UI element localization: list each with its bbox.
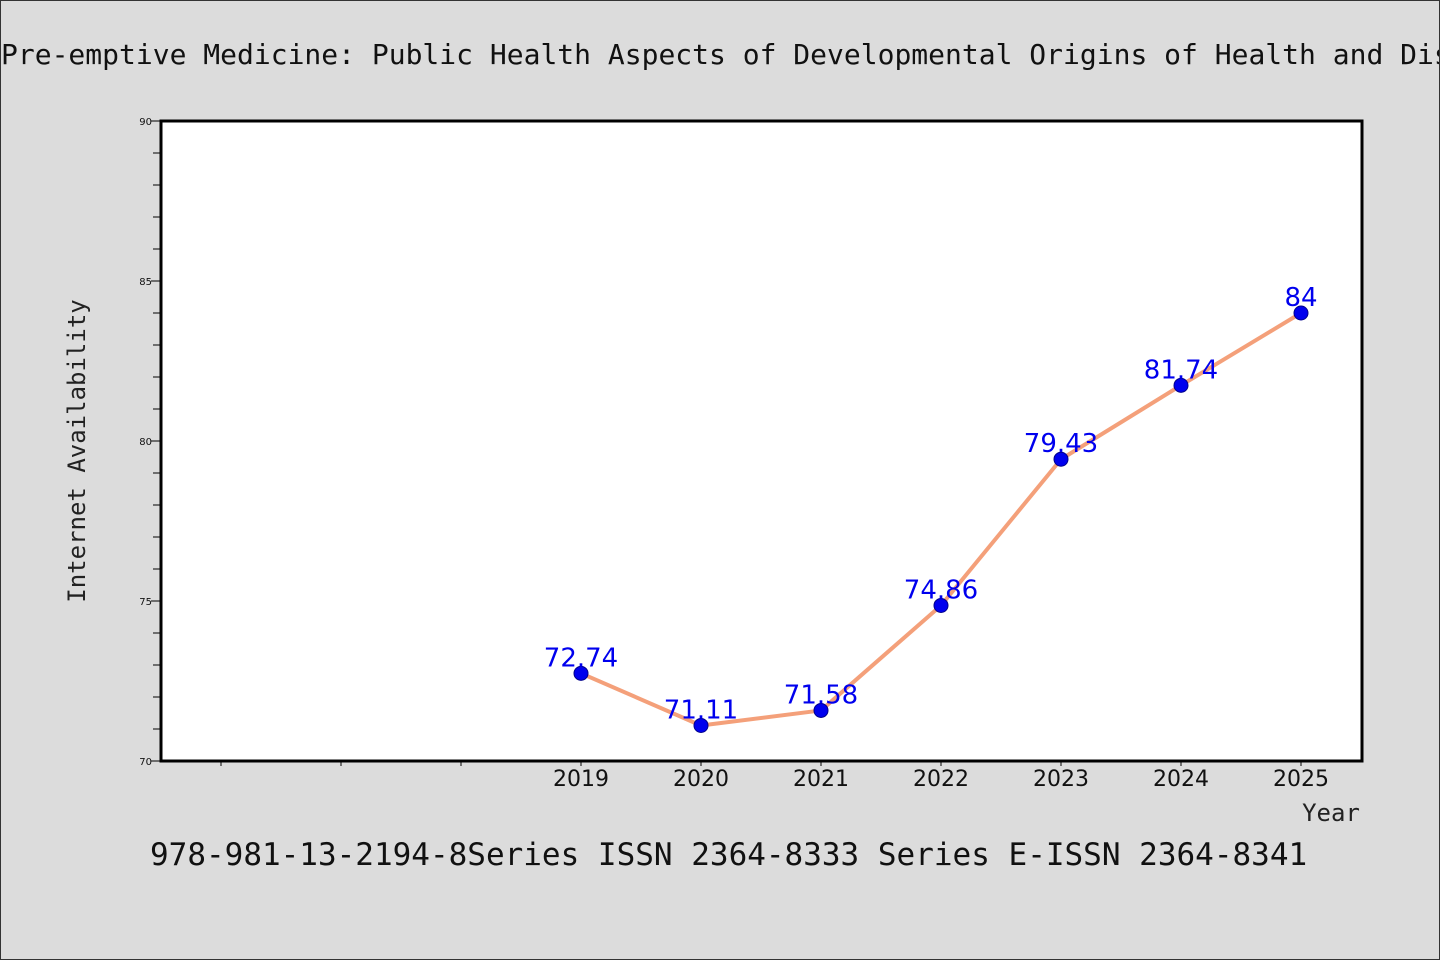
data-label: 71.58 — [784, 680, 858, 710]
y-tick-label: 85 — [139, 277, 152, 288]
data-point — [1293, 305, 1309, 321]
plot-area — [161, 121, 1362, 761]
data-point — [933, 597, 949, 613]
axis-ticks: 70 75 80 85 90 2019 2020 2021 2022 2023 2024 2025 — [139, 117, 1329, 792]
data-label: 81.74 — [1144, 355, 1218, 385]
chart-title: Pre-emptive Medicine: Public Health Aspe… — [1, 38, 1439, 71]
data-point — [693, 717, 709, 733]
x-tick-label: 2022 — [913, 767, 969, 792]
data-label: 71.11 — [664, 695, 738, 725]
y-axis-label: Internet Availability — [63, 299, 91, 602]
footer-isbn-issn: 978-981-13-2194-8Series ISSN 2364-8333 S… — [150, 837, 1307, 873]
data-label: 84 — [1284, 283, 1317, 313]
x-tick-label: 2023 — [1033, 767, 1089, 792]
data-label: 74.86 — [904, 575, 978, 605]
data-point — [1053, 451, 1069, 467]
y-tick-label: 80 — [139, 437, 152, 448]
x-tick-label: 2019 — [553, 767, 609, 792]
y-tick-label: 70 — [139, 757, 152, 768]
data-label: 72.74 — [544, 643, 618, 673]
x-tick-label: 2020 — [673, 767, 729, 792]
plot-border — [159, 119, 1364, 763]
x-tick-label: 2024 — [1153, 767, 1209, 792]
data-point — [1173, 377, 1189, 393]
data-point — [813, 702, 829, 718]
x-tick-label: 2025 — [1273, 767, 1329, 792]
data-label: 79.43 — [1024, 429, 1098, 459]
data-points: 72.74 71.11 71.58 74.86 79.43 81.74 84 — [544, 283, 1318, 733]
x-axis-label: Year — [1302, 799, 1360, 827]
y-tick-label: 90 — [139, 117, 152, 128]
x-tick-label: 2021 — [793, 767, 849, 792]
data-point — [573, 665, 589, 681]
y-tick-label: 75 — [139, 597, 152, 608]
